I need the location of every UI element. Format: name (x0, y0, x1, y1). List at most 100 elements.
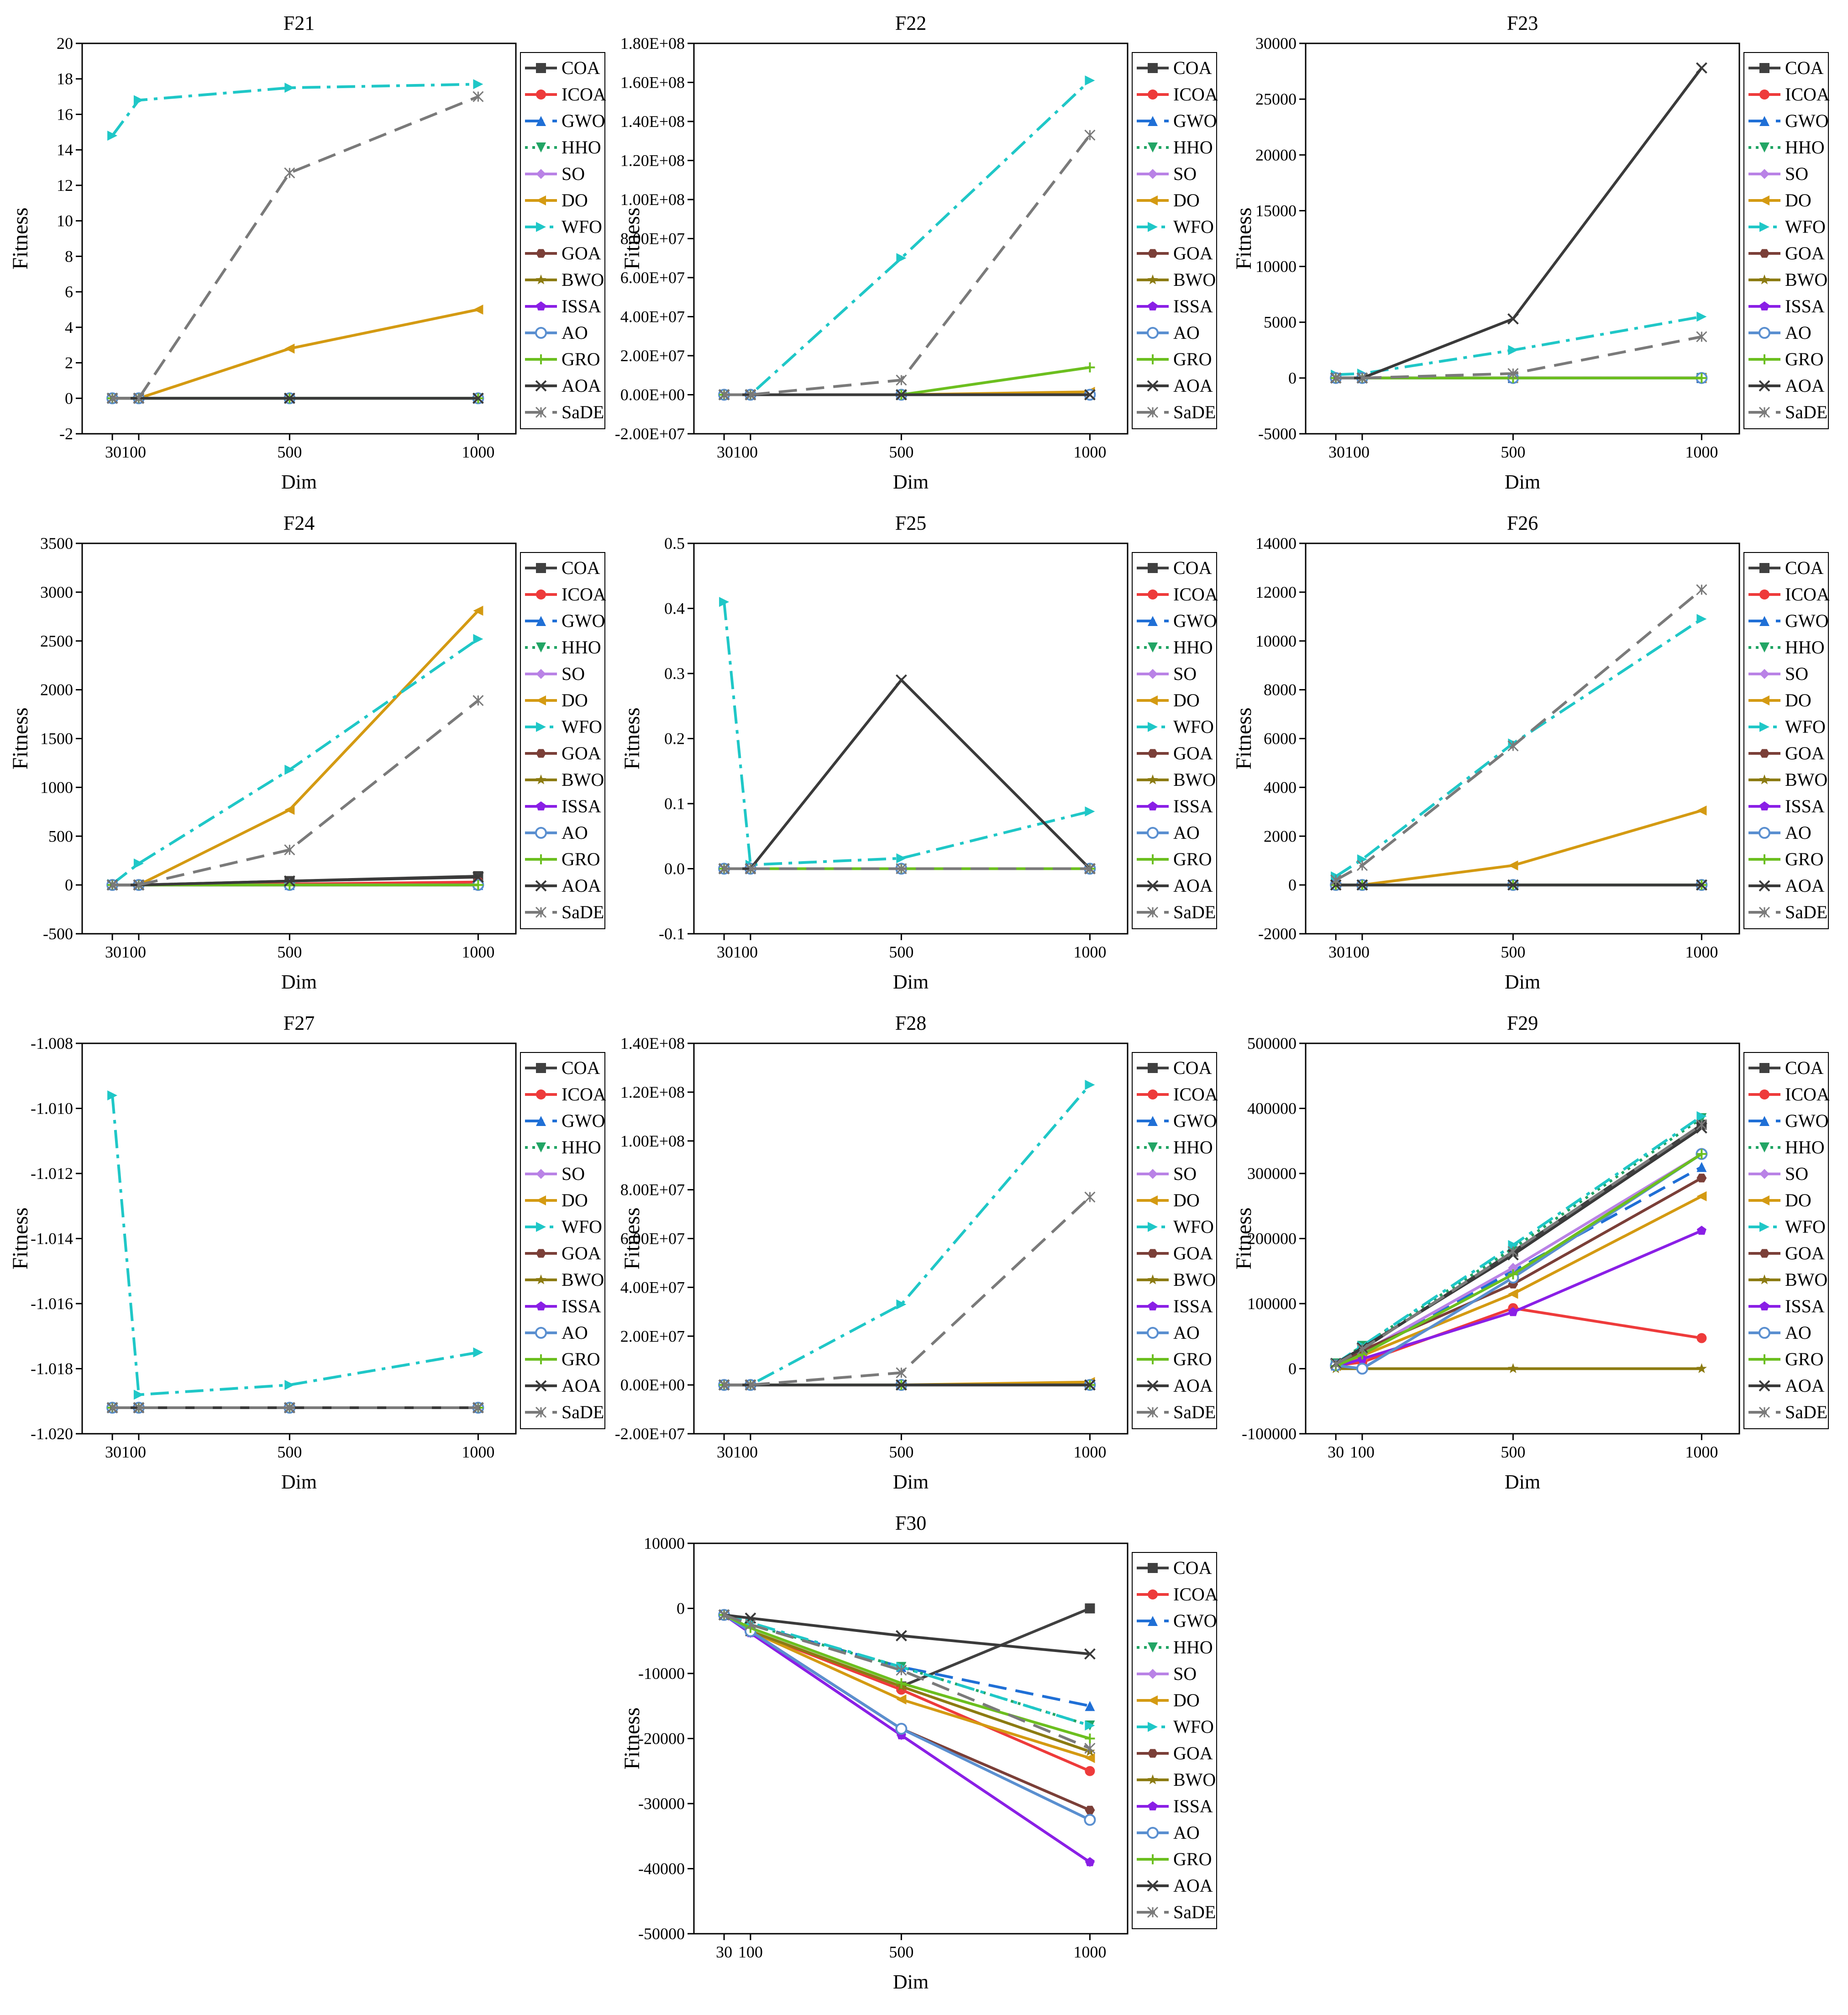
chart-title: F21 (284, 12, 315, 34)
series-line (112, 610, 479, 887)
legend-label: ISSA (1173, 1296, 1213, 1316)
y-tick-label: 5000 (1264, 313, 1297, 331)
series-aoa (1330, 879, 1707, 891)
y-tick-label: 1.00E+08 (620, 190, 685, 209)
x-tick-label: 500 (1501, 943, 1525, 961)
data-point (1508, 1263, 1518, 1273)
legend-label: SO (1785, 663, 1808, 684)
y-tick-label: 300000 (1247, 1164, 1297, 1183)
legend-marker (1759, 1063, 1769, 1073)
legend-item-sade: SaDE (1137, 402, 1216, 422)
legend-item-bwo: BWO (525, 769, 604, 790)
data-point (1507, 313, 1519, 325)
y-tick-label: 0.5 (664, 534, 685, 552)
series-line (724, 1084, 1091, 1387)
legend-item-gwo: GWO (525, 1110, 605, 1131)
x-tick-label: 30 (1328, 1443, 1344, 1461)
data-point (1085, 75, 1095, 86)
legend-label: AO (1173, 822, 1200, 843)
data-point (284, 83, 295, 93)
y-tick-label: 400000 (1247, 1100, 1297, 1118)
chart-svg: F21 -2 0 2 4 6 8 10 12 14 16 18 20 30100 500 1000 Dim Fit… (8, 12, 606, 493)
legend-marker (1148, 1089, 1158, 1100)
data-point (133, 95, 144, 105)
legend-item-issa: ISSA (1137, 296, 1213, 316)
chart-f24: F24 -500 0 500 1000 1500 2000 2500 3000 3500 30100… (0, 500, 607, 993)
x-tick-label: 30 (716, 1943, 732, 1961)
y-tick-label: 2 (65, 354, 73, 372)
legend-item-icoa: ICOA (525, 84, 606, 105)
legend-item-sade: SaDE (1748, 1402, 1827, 1422)
data-point (1696, 879, 1707, 891)
legend-label: WFO (1785, 216, 1826, 237)
legend-label: AO (1173, 1322, 1200, 1343)
data-point (1696, 1363, 1707, 1373)
legend-label: GWO (1173, 1110, 1217, 1131)
legend-marker (1148, 1063, 1158, 1073)
legend-item-coa: COA (1137, 58, 1212, 78)
legend-marker (536, 274, 546, 284)
data-point (1696, 1173, 1707, 1183)
legend-label: DO (562, 690, 588, 710)
x-tick-label: 1000 (1685, 943, 1718, 961)
legend-item-do: DO (1137, 190, 1200, 210)
legend-item-wfo: WFO (525, 716, 602, 737)
legend-marker (536, 563, 546, 573)
legend-item-bwo: BWO (1748, 769, 1827, 790)
legend-marker (1148, 854, 1158, 864)
y-tick-label: 8000 (1264, 681, 1297, 699)
legend-item-wfo: WFO (1137, 1216, 1214, 1237)
x-tick-label: 500 (889, 1943, 914, 1961)
y-tick-label: 1.40E+08 (620, 1034, 685, 1052)
legend-item-goa: GOA (1748, 243, 1825, 263)
y-axis-label: Fitness (620, 1207, 644, 1269)
y-tick-label: 0.00E+00 (620, 386, 685, 404)
legend-marker (1148, 1695, 1158, 1705)
legend-marker (536, 169, 546, 179)
legend-label: GRO (1173, 1349, 1212, 1369)
series-sade (107, 1402, 484, 1414)
y-tick-label: -1.012 (31, 1164, 73, 1183)
data-point (472, 1402, 484, 1414)
legend-label: SO (1785, 163, 1808, 184)
legend-marker (536, 774, 546, 784)
data-point (896, 1664, 907, 1676)
legend-item-sade: SaDE (525, 902, 604, 922)
data-point (107, 131, 118, 141)
legend-item-ao: AO (1137, 1322, 1200, 1343)
y-tick-label: 0 (677, 1599, 685, 1618)
data-point (896, 1367, 907, 1378)
y-tick-label: -2.00E+07 (615, 1425, 685, 1443)
x-axis-label: Dim (281, 471, 317, 493)
legend-item-aoa: AOA (1137, 875, 1213, 896)
data-point (1085, 1857, 1095, 1867)
x-tick-label: 30100 (717, 1443, 758, 1461)
legend-label: AO (1785, 322, 1811, 343)
y-tick-label: 20 (57, 34, 73, 53)
y-tick-label: 1.40E+08 (620, 112, 685, 131)
legend-label: AO (1173, 322, 1200, 343)
legend-label: GOA (1173, 743, 1213, 763)
legend-item-gro: GRO (525, 849, 600, 869)
chart-title: F25 (895, 512, 926, 534)
legend-label: SaDE (1173, 402, 1216, 422)
series-aoa (718, 674, 1096, 874)
x-tick-label: 500 (277, 443, 302, 461)
legend-item-gwo: GWO (1137, 110, 1217, 131)
data-point (896, 1299, 907, 1310)
legend-label: DO (1785, 190, 1811, 210)
legend-item-hho: HHO (1137, 1137, 1213, 1157)
legend-marker (1759, 1327, 1770, 1339)
legend-item-gro: GRO (1137, 1349, 1212, 1369)
series-sade (1330, 1119, 1707, 1370)
series-line (1335, 589, 1703, 882)
legend-item-sade: SaDE (525, 1402, 604, 1422)
y-axis-label: Fitness (620, 207, 644, 269)
y-tick-label: -2 (59, 425, 73, 443)
legend-marker (536, 589, 546, 600)
legend-item-so: SO (1748, 1163, 1808, 1184)
legend-label: GWO (1785, 610, 1829, 631)
x-axis-label: Dim (1505, 971, 1540, 993)
legend-label: DO (1173, 690, 1200, 710)
legend-label: WFO (1785, 716, 1826, 737)
